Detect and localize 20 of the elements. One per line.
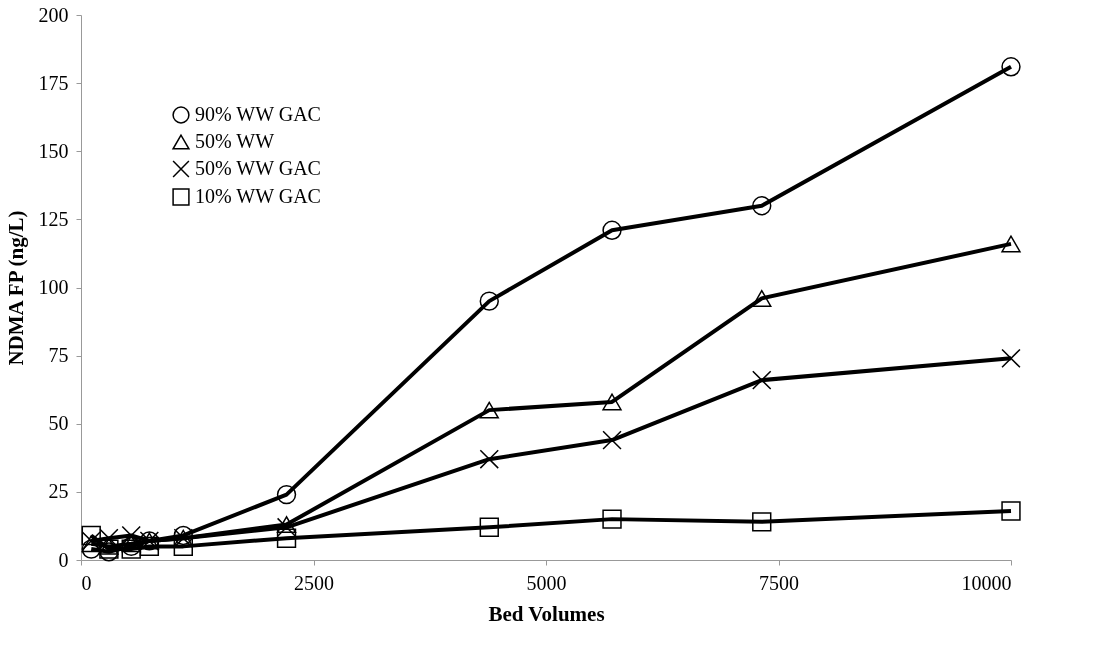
- legend-label: 50% WW GAC: [195, 157, 321, 179]
- y-tick-label: 125: [38, 207, 69, 230]
- y-tick-label: 100: [38, 276, 69, 298]
- y-tick-label: 175: [38, 71, 69, 94]
- legend-label: 50% WW: [195, 130, 275, 152]
- x-tick-label: 10000: [961, 571, 1012, 594]
- y-tick-label: 200: [38, 3, 69, 26]
- y-tick-label: 75: [48, 344, 69, 367]
- y-tick-label: 25: [48, 480, 69, 503]
- x-tick-label: 0: [81, 571, 92, 594]
- legend-label: 90% WW GAC: [195, 103, 321, 125]
- y-tick-label: 0: [58, 548, 69, 571]
- x-tick-label: 7500: [759, 571, 799, 594]
- y-tick-label: 150: [38, 139, 69, 162]
- x-axis-title: Bed Volumes: [488, 601, 605, 626]
- y-axis-title: NDMA FP (ng/L): [3, 210, 28, 366]
- x-tick-label: 2500: [294, 571, 334, 594]
- legend-label: 10% WW GAC: [195, 185, 321, 207]
- y-tick-label: 50: [48, 412, 69, 435]
- x-tick-label: 5000: [526, 571, 567, 594]
